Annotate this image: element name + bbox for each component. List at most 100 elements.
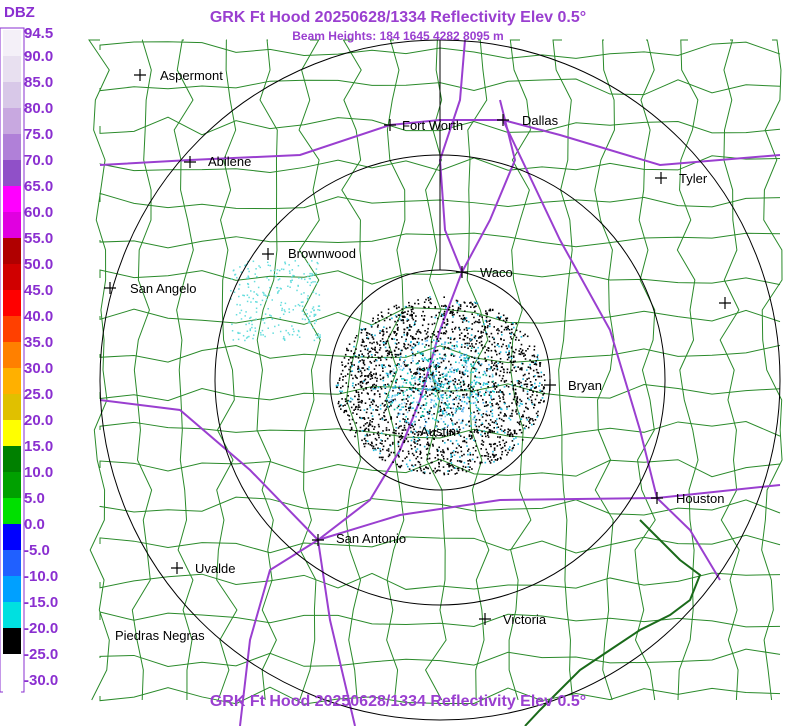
echo-pixel (490, 332, 493, 335)
echo-pixel (388, 429, 390, 431)
echo-pixel (424, 330, 426, 332)
echo-pixel (499, 428, 502, 431)
echo-pixel (490, 366, 493, 368)
echo-pixel (479, 376, 481, 379)
echo-pixel (356, 413, 358, 415)
echo-pixel (409, 403, 411, 406)
echo-pixel (384, 459, 387, 462)
echo-pixel (451, 422, 454, 424)
echo-pixel (423, 468, 425, 470)
echo-pixel (481, 455, 483, 457)
echo-pixel (358, 395, 360, 398)
echo-pixel (366, 422, 368, 424)
echo-pixel (397, 326, 399, 329)
echo-pixel (440, 361, 443, 364)
echo-pixel (284, 261, 286, 263)
echo-pixel (537, 372, 540, 374)
echo-pixel (512, 384, 515, 387)
echo-pixel (406, 379, 408, 381)
echo-pixel (340, 392, 342, 394)
echo-pixel (273, 274, 276, 276)
echo-pixel (404, 405, 407, 408)
echo-pixel (506, 326, 508, 329)
echo-pixel (426, 389, 429, 392)
echo-pixel (475, 343, 477, 345)
echo-pixel (376, 341, 378, 344)
echo-pixel (367, 417, 370, 419)
echo-pixel (410, 348, 413, 351)
echo-pixel (465, 368, 467, 370)
echo-pixel (479, 461, 482, 464)
echo-pixel (372, 399, 375, 402)
echo-pixel (450, 418, 452, 420)
echo-pixel (487, 432, 489, 434)
echo-pixel (368, 351, 371, 353)
echo-pixel (510, 347, 513, 349)
echo-pixel (433, 377, 435, 379)
echo-pixel (495, 422, 497, 424)
echo-pixel (490, 349, 493, 352)
echo-pixel (380, 456, 383, 459)
echo-pixel (419, 466, 421, 468)
echo-pixel (345, 382, 348, 384)
echo-pixel (264, 335, 266, 338)
echo-pixel (407, 407, 410, 409)
echo-pixel (467, 463, 470, 465)
echo-pixel (363, 345, 366, 348)
echo-pixel (522, 414, 524, 416)
echo-pixel (439, 385, 442, 388)
echo-pixel (418, 461, 421, 464)
echo-pixel (460, 359, 462, 361)
echo-pixel (369, 406, 372, 409)
echo-pixel (445, 373, 447, 376)
echo-pixel (514, 334, 516, 337)
echo-pixel (415, 409, 418, 412)
echo-pixel (467, 448, 470, 451)
echo-pixel (412, 343, 415, 345)
echo-pixel (483, 329, 485, 331)
echo-pixel (435, 380, 437, 383)
echo-pixel (399, 435, 402, 438)
echo-pixel (519, 398, 521, 401)
echo-pixel (469, 338, 471, 340)
echo-pixel (413, 454, 415, 457)
echo-pixel (385, 317, 388, 319)
echo-pixel (506, 406, 508, 408)
echo-pixel (310, 311, 312, 313)
echo-pixel (490, 443, 492, 446)
echo-pixel (316, 337, 318, 339)
echo-pixel (307, 275, 309, 278)
echo-pixel (283, 338, 286, 340)
echo-pixel (474, 440, 477, 442)
echo-pixel (395, 432, 397, 435)
echo-pixel (401, 402, 403, 405)
legend-label: -25.0 (24, 646, 58, 663)
echo-pixel (398, 432, 400, 435)
echo-pixel (411, 464, 413, 467)
echo-pixel (417, 362, 419, 365)
echo-pixel (473, 316, 475, 319)
echo-pixel (363, 379, 366, 382)
echo-pixel (379, 418, 382, 420)
echo-pixel (509, 446, 511, 448)
echo-pixel (409, 314, 411, 317)
echo-pixel (512, 322, 514, 324)
echo-pixel (458, 334, 461, 336)
echo-pixel (354, 355, 357, 357)
echo-pixel (513, 396, 516, 398)
echo-pixel (379, 347, 382, 349)
echo-pixel (414, 464, 417, 466)
echo-pixel (371, 403, 374, 405)
echo-pixel (463, 439, 466, 442)
echo-pixel (502, 368, 505, 370)
echo-pixel (544, 379, 546, 382)
echo-pixel (363, 424, 365, 427)
echo-pixel (467, 347, 469, 350)
echo-pixel (355, 335, 358, 337)
echo-pixel (255, 318, 257, 320)
echo-pixel (478, 409, 480, 411)
echo-pixel (309, 321, 311, 324)
echo-pixel (481, 430, 483, 433)
echo-pixel (420, 452, 422, 454)
echo-pixel (411, 407, 413, 410)
